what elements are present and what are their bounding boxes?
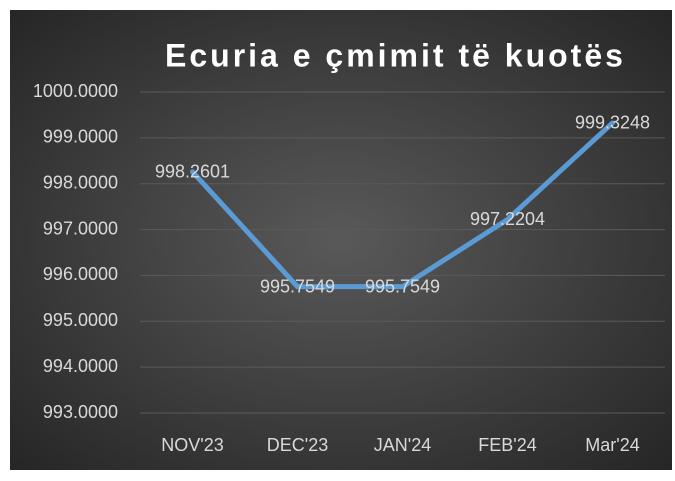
y-tick-label: 995.0000 — [43, 310, 118, 330]
y-tick-label: 996.0000 — [43, 264, 118, 284]
data-line — [190, 120, 615, 290]
data-label: 995.7549 — [260, 276, 335, 296]
x-tick-label: FEB'24 — [478, 435, 536, 455]
y-tick-label: 997.0000 — [43, 218, 118, 238]
data-label: 998.2601 — [155, 162, 230, 182]
x-tick-label: DEC'23 — [267, 435, 328, 455]
y-tick-label: 999.0000 — [43, 127, 118, 147]
x-tick-label: JAN'24 — [374, 435, 431, 455]
y-tick-label: 1000.0000 — [33, 81, 118, 101]
data-label: 999.3248 — [575, 113, 650, 133]
data-label: 995.7549 — [365, 276, 440, 296]
x-tick-label: NOV'23 — [161, 435, 223, 455]
data-label: 997.2204 — [470, 209, 545, 229]
y-tick-label: 993.0000 — [43, 402, 118, 422]
y-tick-label: 994.0000 — [43, 356, 118, 376]
chart-background — [10, 10, 672, 470]
chart-title: Ecuria e çmimit të kuotës — [165, 37, 626, 73]
x-tick-label: Mar'24 — [585, 435, 639, 455]
y-tick-label: 998.0000 — [43, 172, 118, 192]
